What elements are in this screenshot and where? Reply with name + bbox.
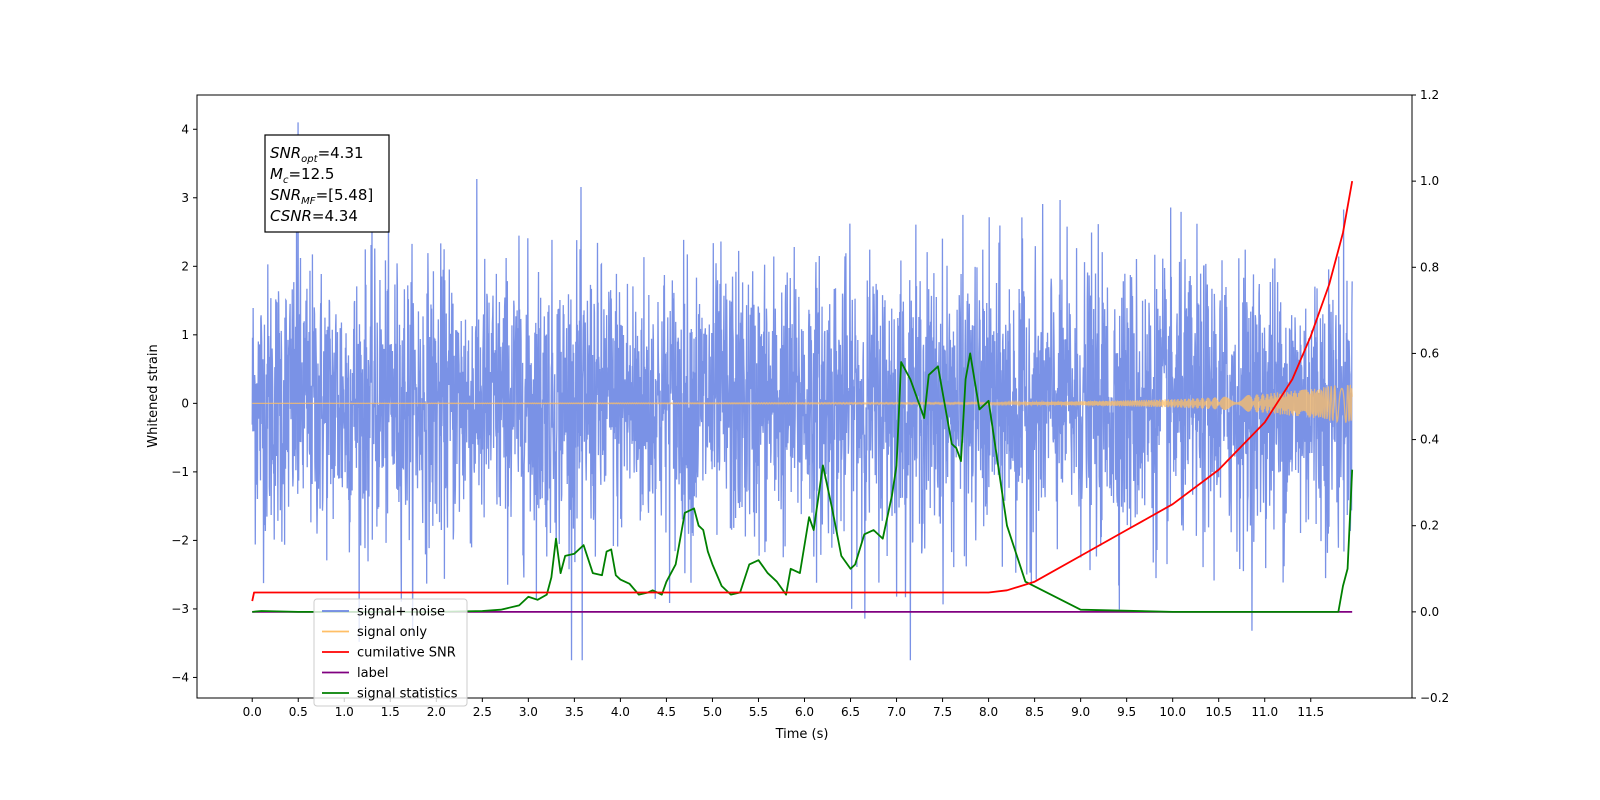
x-tick-label: 1.0	[335, 705, 354, 719]
y2-tick-label: 0.8	[1420, 260, 1439, 274]
x-tick-label: 6.0	[795, 705, 814, 719]
y-tick-label: −2	[171, 533, 189, 547]
x-tick-label: 7.0	[887, 705, 906, 719]
annotation-line: SNRMF=[5.48]	[270, 186, 373, 207]
y2-tick-label: 1.0	[1420, 174, 1439, 188]
y2-tick-label: 0.0	[1420, 605, 1439, 619]
x-tick-label: 3.0	[519, 705, 538, 719]
y-tick-label: 3	[181, 191, 189, 205]
x-tick-label: 8.0	[979, 705, 998, 719]
x-tick-label: 8.5	[1025, 705, 1044, 719]
y-tick-label: 0	[181, 396, 189, 410]
annotation-line: Mc=12.5	[270, 165, 334, 186]
series-signal-noise	[251, 122, 1353, 661]
x-tick-label: 3.5	[565, 705, 584, 719]
axes-layer: 0.0 0.5 1.0 1.5 2.0 2.5 3.0 3.5 4.0 4.5 5.0 5.5 6.0 6…	[171, 88, 1449, 719]
legend-entry: label	[357, 666, 388, 681]
y2-tick-label: 0.6	[1420, 346, 1439, 360]
x-tick-label: 1.5	[381, 705, 400, 719]
legend-entry: signal+ noise	[357, 605, 445, 620]
x-tick-label: 2.5	[473, 705, 492, 719]
x-tick-label: 4.0	[611, 705, 630, 719]
y-tick-label: −3	[171, 602, 189, 616]
y2-tick-label: 0.4	[1420, 433, 1439, 447]
y-axis-label: Whitened strain	[146, 344, 161, 447]
x-tick-label: 9.5	[1117, 705, 1136, 719]
annotation-frame	[264, 134, 390, 233]
legend-entry: cumilative SNR	[357, 646, 456, 661]
legend-entry: signal statistics	[357, 687, 458, 702]
x-tick-label: 10.5	[1205, 705, 1232, 719]
x-tick-label: 2.0	[427, 705, 446, 719]
x-tick-label: 10.0	[1159, 705, 1186, 719]
x-axis-label: Time (s)	[775, 727, 829, 742]
y2-tick-label: 1.2	[1420, 88, 1439, 102]
x-tick-label: 4.5	[657, 705, 676, 719]
legend-frame	[313, 598, 468, 707]
x-tick-label: 7.5	[933, 705, 952, 719]
annotation-line: CSNR=4.34	[270, 207, 358, 225]
x-tick-label: 5.0	[703, 705, 722, 719]
series-signal-statistics	[252, 352, 1354, 613]
legend: signal+ noise signal only cumilative SNR la…	[313, 598, 468, 707]
y2-tick-label: −0.2	[1420, 691, 1449, 705]
y-tick-label: −4	[171, 670, 189, 684]
series-cumulative-snr	[251, 180, 1354, 602]
x-tick-label: 6.5	[841, 705, 860, 719]
y2-tick-label: 0.2	[1420, 519, 1439, 533]
x-tick-label: 0.0	[243, 705, 262, 719]
x-tick-label: 11.0	[1251, 705, 1278, 719]
x-tick-label: 5.5	[749, 705, 768, 719]
y-tick-label: 4	[181, 122, 189, 136]
x-tick-label: 0.5	[289, 705, 308, 719]
series-signal-only	[252, 384, 1353, 424]
x-tick-label: 11.5	[1297, 705, 1324, 719]
x-tick-label: 9.0	[1071, 705, 1090, 719]
y-tick-label: −1	[171, 465, 189, 479]
legend-entry: signal only	[357, 625, 427, 640]
y-tick-label: 1	[181, 328, 189, 342]
y-tick-label: 2	[181, 259, 189, 273]
annotation-line: SNRopt=4.31	[270, 144, 364, 165]
